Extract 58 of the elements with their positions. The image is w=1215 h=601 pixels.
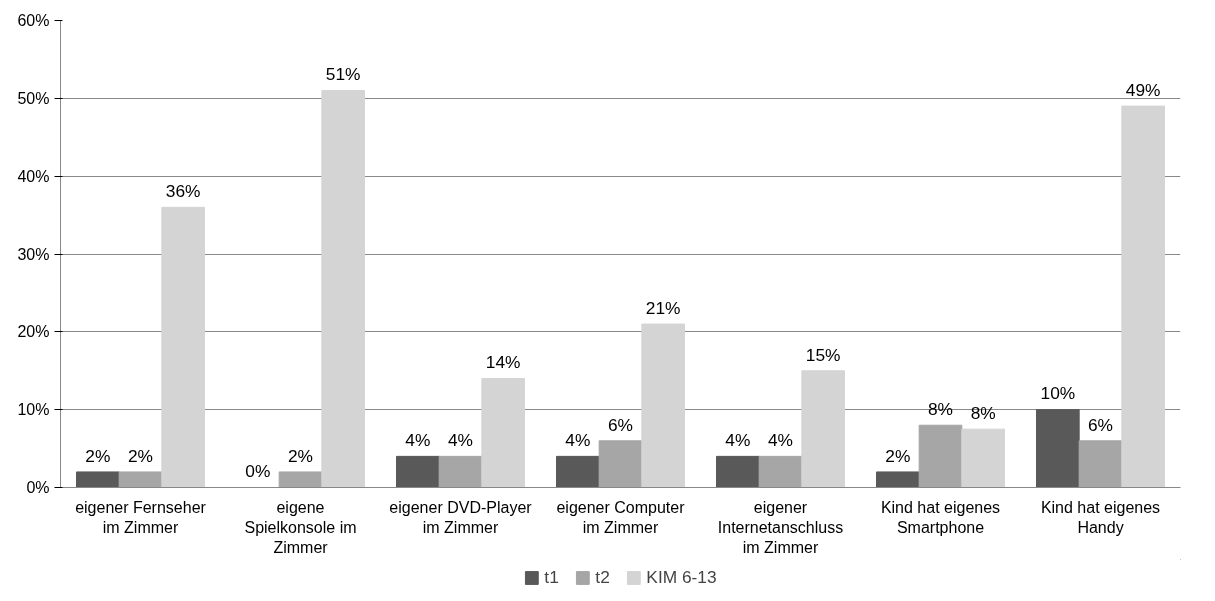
data-label: 2%: [885, 445, 911, 466]
bar: [321, 90, 365, 488]
data-label: 6%: [1087, 414, 1114, 435]
data-label: 2%: [85, 445, 111, 466]
bar: [716, 455, 760, 488]
bar: [278, 471, 323, 488]
x-tick-label: Kind hat eigenes Smartphone: [880, 498, 1001, 536]
data-label: 36%: [165, 181, 201, 202]
x-tick-label: eigener Fernseher im Zimmer: [75, 498, 207, 536]
legend-label: KIM 6-13: [646, 566, 717, 588]
legend-label: t2: [595, 566, 611, 588]
data-label: 4%: [767, 430, 794, 451]
bar: [801, 370, 845, 488]
bar: [556, 455, 600, 488]
data-label: 4%: [725, 430, 751, 451]
x-tick-label: eigener Computer im Zimmer: [556, 498, 686, 536]
data-label: 4%: [565, 430, 591, 451]
data-label: 4%: [405, 430, 431, 451]
bar: [118, 471, 163, 488]
bar: [438, 455, 483, 488]
y-tick-label: 30%: [17, 245, 50, 263]
bar: [76, 471, 120, 488]
y-tick-label: 20%: [17, 323, 50, 341]
data-label: 8%: [927, 399, 954, 420]
bar: [876, 471, 920, 488]
bar: [481, 378, 525, 488]
data-label: 14%: [485, 352, 521, 373]
bar: [598, 440, 643, 488]
x-tick-label: eigener Internetanschluss im Zimmer: [717, 498, 844, 557]
legend-label: t1: [544, 566, 560, 588]
y-tick-label: 0%: [26, 479, 50, 496]
y-tick-label: 50%: [17, 89, 50, 107]
y-tick-label: 40%: [17, 167, 50, 185]
bar: [161, 206, 205, 488]
y-tick-label: 10%: [17, 401, 50, 419]
data-label: 4%: [447, 430, 474, 451]
bar: [918, 424, 963, 488]
x-tick-label: Kind hat eigenes Handy: [1040, 498, 1161, 536]
data-label: 10%: [1040, 383, 1076, 404]
x-tick-label: eigene Spielkonsole im Zimmer: [244, 498, 357, 557]
data-label: 49%: [1125, 79, 1161, 100]
bar: [1121, 105, 1165, 488]
data-label: 8%: [970, 402, 996, 423]
data-label: 6%: [607, 414, 634, 435]
bar: [1036, 409, 1080, 488]
data-label: 0%: [245, 461, 271, 482]
bar: [758, 455, 803, 488]
x-tick-label: eigener DVD-Player im Zimmer: [389, 498, 533, 536]
data-label: 2%: [287, 445, 314, 466]
bar: [396, 455, 440, 488]
bar: [641, 323, 685, 488]
data-label: 51%: [325, 64, 361, 85]
data-label: 2%: [127, 445, 154, 466]
bar: [1078, 440, 1123, 488]
y-tick-label: 60%: [17, 12, 50, 29]
data-label: 15%: [805, 344, 841, 365]
data-label: 21%: [645, 297, 681, 318]
bar: [961, 428, 1005, 488]
